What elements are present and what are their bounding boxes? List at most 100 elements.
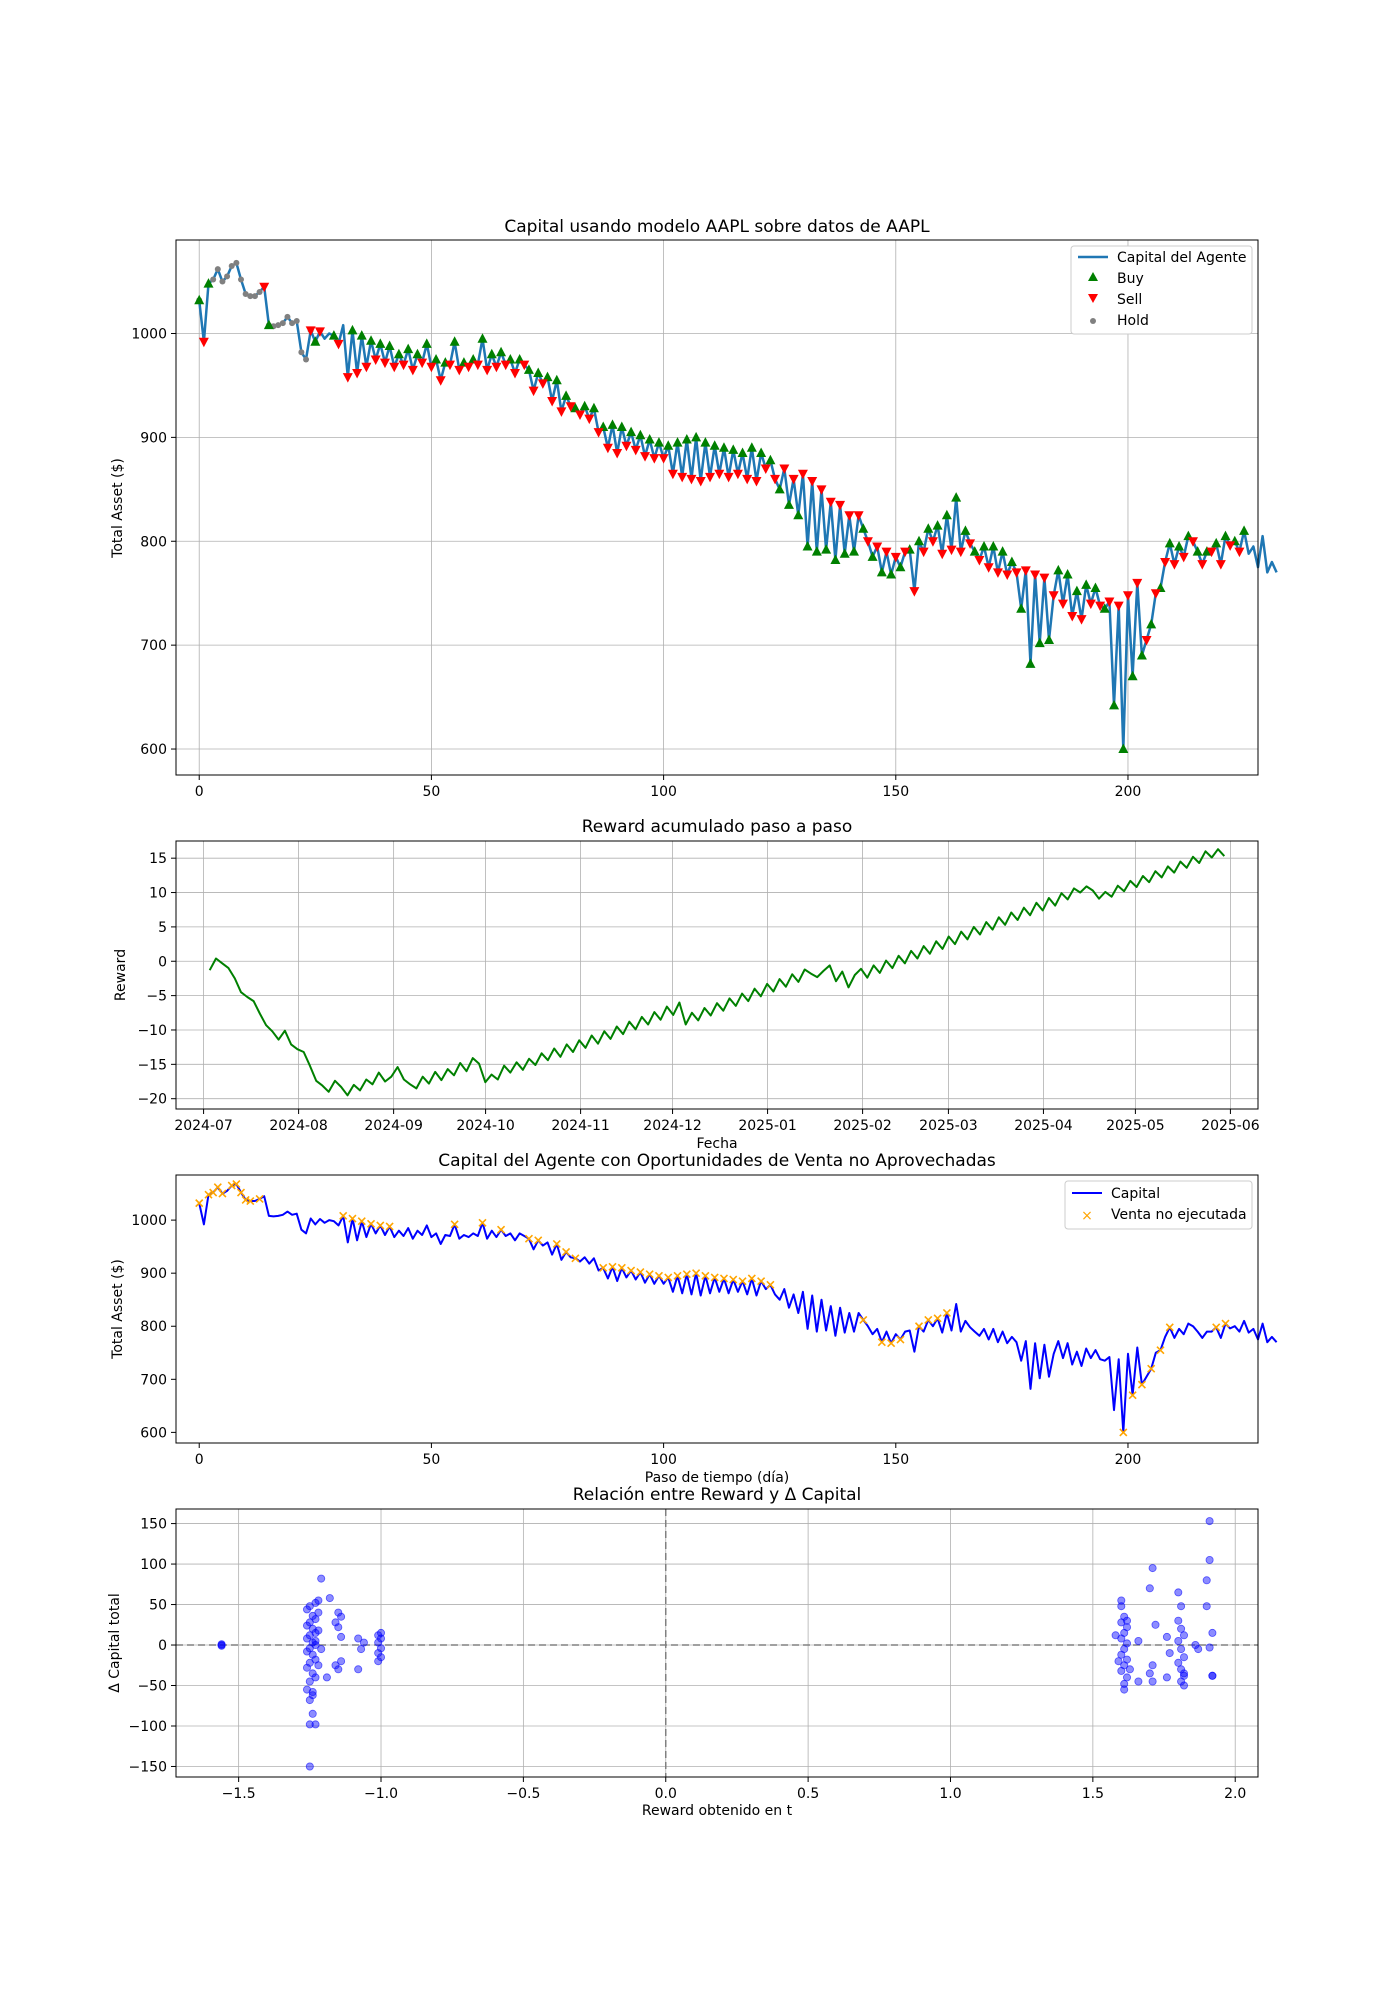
scatter-point [331, 1661, 340, 1670]
missed-sell-marker [366, 1219, 376, 1228]
sell-marker [1039, 573, 1050, 584]
sell-marker [1104, 597, 1115, 608]
buy-marker [802, 540, 813, 551]
panel1-ytick-label: 1000 [131, 326, 167, 342]
panel2-xtick-label: 2024-08 [269, 1118, 328, 1134]
scatter-point [1148, 1564, 1157, 1573]
missed-sell-marker [654, 1271, 664, 1280]
scatter-point [1205, 1643, 1214, 1652]
sell-marker [918, 547, 929, 558]
sell-marker [872, 542, 883, 552]
buy-marker [821, 544, 832, 554]
scatter-point [1145, 1584, 1154, 1593]
scatter-point [376, 1644, 385, 1653]
missed-sell-stroke [1128, 1391, 1137, 1400]
missed-sell-marker [232, 1179, 241, 1189]
missed-sell-marker [877, 1338, 886, 1347]
sell-marker [667, 469, 678, 480]
buy-marker [886, 569, 897, 579]
panel4-title: Relación entre Reward y Δ Capital [573, 1485, 862, 1505]
scatter-point [308, 1709, 317, 1718]
scatter-point [1134, 1637, 1143, 1646]
missed-sell-marker [348, 1214, 357, 1223]
scatter-point [334, 1608, 343, 1617]
sell-marker [556, 407, 567, 417]
scatter-point [357, 1645, 366, 1654]
missed-sell-stroke [887, 1339, 896, 1348]
panel3-legend: Capital × Venta no ejecutada [1064, 1180, 1253, 1230]
sell-marker [426, 362, 437, 373]
panel-reward: Reward acumulado paso a paso 2024-07 2024… [113, 817, 1260, 1152]
buy-marker [263, 319, 274, 330]
sell-marker [732, 469, 743, 480]
buy-marker [1118, 743, 1129, 754]
legend-sell-label: Sell [1117, 292, 1142, 308]
sell-marker [198, 337, 209, 348]
missed-sell-stroke [914, 1322, 924, 1331]
buy-marker [635, 429, 646, 440]
sell-marker [1095, 601, 1106, 612]
missed-sell-stroke [496, 1225, 506, 1234]
missed-sell-stroke [719, 1274, 729, 1283]
buy-marker [858, 523, 869, 533]
sell-marker [1141, 635, 1152, 646]
scatter-point [1180, 1669, 1189, 1678]
buy-marker [375, 338, 386, 348]
missed-sell-stroke [636, 1268, 645, 1277]
hold-marker [284, 313, 291, 320]
sell-marker [1122, 591, 1133, 601]
buy-marker [384, 340, 395, 350]
buy-marker [811, 546, 822, 556]
scatter-point [1148, 1661, 1157, 1670]
panel2-xtick-label: 2024-11 [551, 1118, 610, 1134]
panel2-frame [175, 840, 1259, 1110]
buy-marker [1136, 650, 1147, 660]
panel-missed-sells: Capital del Agente con Oportunidades de … [110, 1151, 1278, 1486]
hold-marker [233, 259, 240, 266]
sell-marker [862, 537, 873, 547]
missed-sell-stroke [710, 1273, 719, 1282]
panel3-ytick-label: 1000 [131, 1213, 167, 1229]
missed-sell-marker [534, 1236, 543, 1245]
buy-marker [774, 483, 785, 494]
buy-marker [746, 442, 757, 452]
sell-marker [1030, 570, 1041, 581]
missed-sell-marker [1147, 1364, 1156, 1373]
missed-sell-marker [1212, 1323, 1221, 1332]
buy-marker [588, 402, 599, 413]
buy-marker [616, 421, 627, 431]
scatter-point [1174, 1588, 1183, 1597]
sell-marker [621, 441, 632, 452]
sell-marker [816, 485, 827, 495]
sell-marker [844, 511, 855, 521]
legend-sell-marker [1088, 294, 1098, 303]
missed-sell-stroke [339, 1211, 348, 1220]
sell-marker [788, 474, 799, 485]
buy-marker [523, 364, 534, 374]
missed-sell-stroke [478, 1218, 487, 1227]
buy-marker [960, 525, 971, 535]
scatter-point [374, 1649, 383, 1658]
scatter-point [1180, 1653, 1189, 1662]
sell-marker [797, 469, 808, 480]
scatter-point [1174, 1637, 1183, 1646]
missed-sell-stroke [738, 1277, 747, 1286]
panel2-ytick-label: 15 [149, 851, 167, 867]
panel2-ytick-label: −15 [137, 1057, 167, 1073]
missed-sell-stroke [534, 1236, 543, 1245]
buy-marker [867, 551, 878, 561]
buy-marker [914, 535, 925, 546]
missed-sell-marker [227, 1181, 236, 1190]
sell-marker [807, 477, 818, 487]
buy-marker [1109, 699, 1120, 710]
hold-marker [298, 349, 305, 356]
missed-sell-marker [766, 1280, 775, 1289]
panel-capital-trades: Capital usando modelo AAPL sobre datos d… [110, 217, 1278, 800]
panel4-xlabel: Reward obtenido en t [642, 1803, 793, 1819]
scatter-point [1125, 1665, 1134, 1674]
buy-marker [403, 343, 414, 354]
panel3-legend-box [1064, 1180, 1253, 1230]
sell-marker [584, 414, 595, 425]
hold-marker [224, 273, 231, 280]
missed-sell-stroke [664, 1273, 673, 1282]
